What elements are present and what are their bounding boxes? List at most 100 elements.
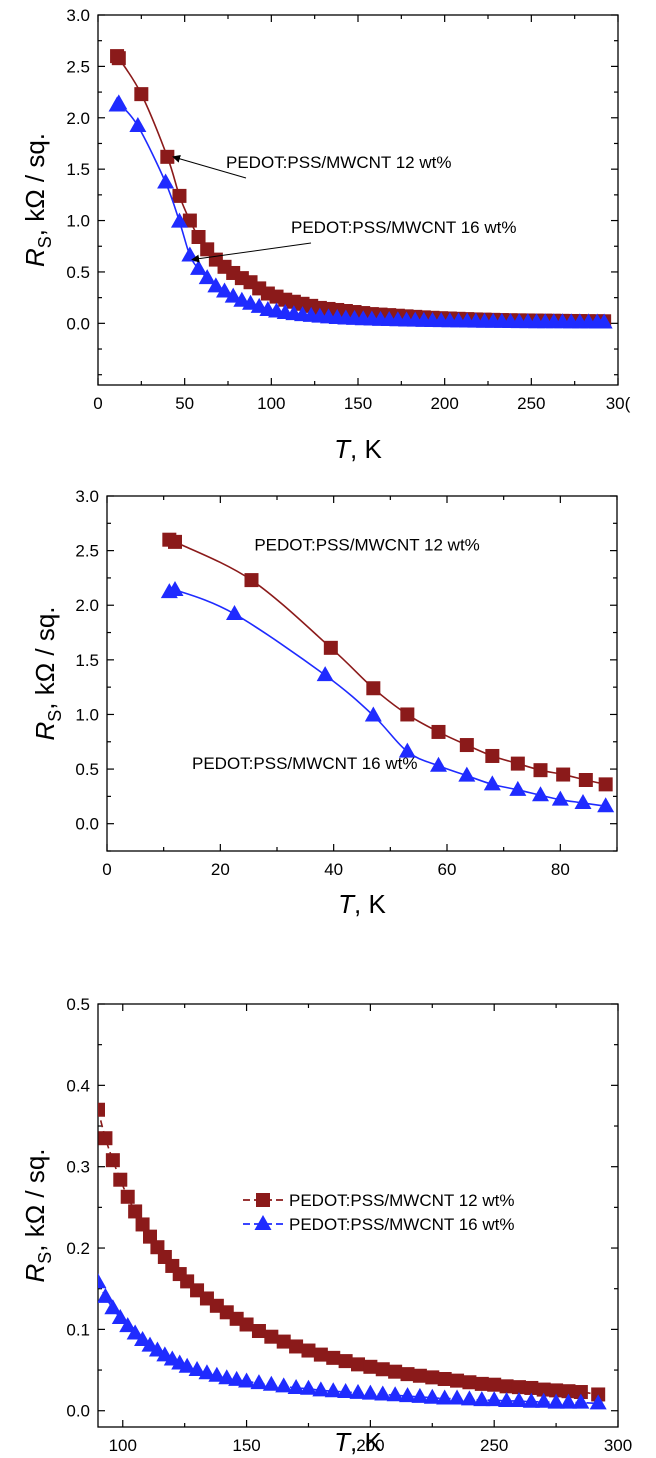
x-tick-label: 20 bbox=[211, 860, 230, 879]
x-axis-label: T, K bbox=[334, 434, 382, 464]
y-axis-label: RS, kΩ / sq. bbox=[20, 133, 55, 267]
data-point-triangle bbox=[157, 173, 175, 189]
data-point-triangle bbox=[361, 1384, 379, 1400]
data-point-triangle bbox=[436, 1389, 454, 1405]
data-point-square bbox=[135, 1217, 150, 1232]
y-tick-label: 0.1 bbox=[66, 1320, 90, 1339]
data-point-triangle bbox=[458, 766, 476, 782]
data-point-triangle bbox=[208, 1366, 226, 1382]
plot-frame bbox=[106, 495, 618, 852]
data-point-square bbox=[338, 1354, 353, 1369]
data-point-triangle bbox=[572, 1393, 590, 1409]
data-point-triangle bbox=[522, 1392, 540, 1408]
data-point-square bbox=[375, 1362, 390, 1377]
data-point-triangle bbox=[207, 277, 225, 293]
data-point-square bbox=[111, 51, 126, 66]
data-point-square bbox=[160, 149, 175, 164]
data-point-triangle bbox=[547, 1393, 565, 1409]
data-point-square bbox=[561, 1384, 576, 1399]
x-tick-label: 200 bbox=[356, 1436, 384, 1455]
data-point-square bbox=[134, 87, 149, 102]
annotation-arrow bbox=[172, 154, 247, 179]
data-point-square bbox=[113, 1172, 128, 1187]
y-tick-label: 1.5 bbox=[75, 651, 99, 670]
plot-frame bbox=[97, 1003, 619, 1428]
data-point-triangle bbox=[485, 1391, 503, 1407]
data-point-square bbox=[301, 1343, 316, 1358]
data-point-triangle bbox=[597, 797, 615, 813]
data-point-square bbox=[363, 1359, 378, 1374]
data-point-square bbox=[388, 1364, 403, 1379]
y-tick-label: 0.2 bbox=[66, 1239, 90, 1258]
data-point-square bbox=[172, 188, 187, 203]
x-tick-label: 150 bbox=[344, 394, 372, 413]
x-tick-label: 250 bbox=[480, 1436, 508, 1455]
data-point-triangle bbox=[198, 1364, 216, 1380]
data-point-square bbox=[412, 1368, 427, 1383]
data-point-triangle bbox=[595, 313, 613, 329]
data-point-triangle bbox=[460, 1390, 478, 1406]
x-tick-label: 0 bbox=[93, 394, 102, 413]
data-point-triangle bbox=[483, 775, 501, 791]
data-point-square bbox=[578, 773, 593, 787]
data-point-triangle bbox=[386, 1386, 404, 1402]
data-point-triangle bbox=[473, 1391, 491, 1407]
y-tick-label: 0.5 bbox=[75, 760, 99, 779]
x-tick-label: 300 bbox=[604, 1436, 632, 1455]
data-point-triangle bbox=[374, 1385, 392, 1401]
y-tick-label: 2.0 bbox=[66, 109, 90, 128]
data-point-triangle bbox=[166, 580, 184, 596]
data-point-triangle bbox=[532, 786, 549, 802]
data-point-triangle bbox=[411, 1387, 429, 1403]
x-tick-label: 60 bbox=[438, 860, 457, 879]
x-tick-label: 50 bbox=[175, 394, 194, 413]
y-tick-label: 1.5 bbox=[66, 160, 90, 179]
data-point-square bbox=[511, 1380, 526, 1395]
chart-panel-middle: 0 20 40 60 80 0.0 0.5 1.0 1.5 2.0 2.5 3.0 T, K RS, kΩ… bbox=[30, 487, 618, 919]
x-tick-label: 100 bbox=[257, 394, 285, 413]
y-tick-label: 0.0 bbox=[75, 815, 99, 834]
series-line-square bbox=[166, 537, 606, 786]
data-point-triangle bbox=[509, 780, 527, 796]
data-point-triangle bbox=[316, 666, 334, 682]
legend-marker-square bbox=[256, 1193, 270, 1207]
data-point-square bbox=[524, 1380, 539, 1395]
data-point-triangle bbox=[287, 1378, 305, 1394]
data-point-triangle bbox=[119, 1317, 137, 1333]
data-point-square bbox=[556, 767, 571, 782]
data-point-square bbox=[326, 1350, 341, 1365]
data-point-square bbox=[128, 1204, 143, 1219]
data-point-square bbox=[251, 1324, 266, 1339]
data-point-triangle bbox=[110, 94, 128, 110]
series-line-square bbox=[115, 54, 605, 323]
annotation-label: PEDOT:PSS/MWCNT 16 wt% bbox=[291, 218, 516, 237]
data-point-triangle bbox=[134, 1330, 152, 1346]
data-point-square bbox=[533, 763, 548, 778]
data-point-triangle bbox=[238, 1372, 256, 1388]
legend-entry-label: PEDOT:PSS/MWCNT 12 wt% bbox=[289, 1191, 514, 1210]
data-point-triangle bbox=[190, 259, 208, 275]
y-tick-label: 1.0 bbox=[75, 705, 99, 724]
y-tick-label: 1.0 bbox=[66, 212, 90, 231]
x-tick-label: 200 bbox=[430, 394, 458, 413]
data-point-triangle bbox=[111, 1308, 129, 1324]
data-point-triangle bbox=[398, 742, 416, 758]
y-tick-label: 0.3 bbox=[66, 1158, 90, 1177]
data-point-square bbox=[450, 1373, 465, 1388]
chart-panel-top: 0 50 100 150 200 250 30(0.0 0.5 1.0 1.5 2.0 2.5 3.0 T… bbox=[20, 6, 631, 464]
data-point-triangle bbox=[275, 1377, 293, 1393]
data-point-square bbox=[431, 724, 446, 739]
data-point-square bbox=[105, 1153, 120, 1168]
data-point-square bbox=[437, 1372, 452, 1387]
data-point-triangle bbox=[510, 1391, 528, 1407]
data-point-square bbox=[573, 1385, 588, 1400]
data-point-triangle bbox=[559, 1393, 577, 1409]
data-point-square bbox=[400, 1367, 415, 1382]
y-tick-label: 0.0 bbox=[66, 1402, 90, 1421]
data-point-triangle bbox=[337, 1383, 355, 1399]
x-axis-label: T, K bbox=[338, 889, 386, 919]
annotation-arrow bbox=[191, 242, 312, 263]
y-tick-label: 2.0 bbox=[75, 596, 99, 615]
x-tick-label: 150 bbox=[232, 1436, 260, 1455]
data-point-triangle bbox=[324, 1382, 342, 1398]
